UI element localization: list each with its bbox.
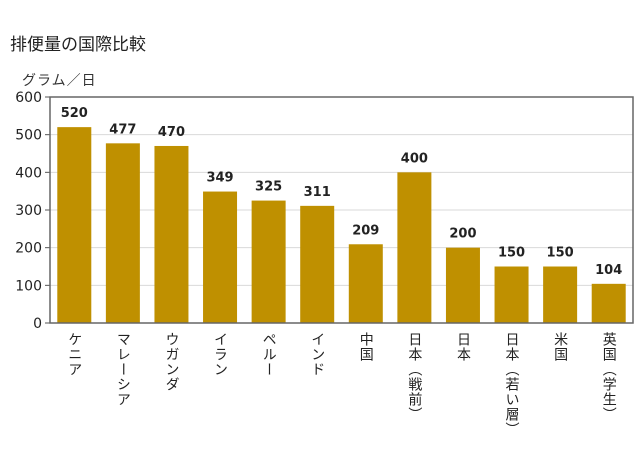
y-tick-label: 300 <box>15 203 42 219</box>
data-label: 520 <box>61 106 88 121</box>
bar <box>494 266 529 323</box>
x-tick-label: 中国 <box>357 332 374 362</box>
data-label: 477 <box>109 122 136 137</box>
bar <box>57 127 92 323</box>
bar <box>543 266 578 323</box>
x-tick-label: 米国 <box>552 332 569 362</box>
data-label: 150 <box>547 246 574 261</box>
bar <box>300 205 335 323</box>
y-tick-label: 0 <box>33 316 42 332</box>
plot-frame <box>49 96 634 324</box>
x-tick-label: ペルー <box>260 332 277 377</box>
y-tick-label: 400 <box>15 165 42 181</box>
x-tick-label: 日本（若い層） <box>503 332 520 437</box>
data-label: 325 <box>255 180 282 195</box>
data-label: 200 <box>449 227 476 242</box>
x-tick-label: 日本 <box>454 332 471 362</box>
bar <box>591 283 626 323</box>
bar <box>251 200 286 323</box>
y-tick-label: 600 <box>15 90 42 106</box>
data-label: 209 <box>352 223 379 238</box>
bar <box>445 247 480 323</box>
x-tick-label: 英国（学生） <box>600 332 617 422</box>
x-tick-label: マレーシア <box>114 332 131 407</box>
bar <box>397 172 432 323</box>
data-label: 150 <box>498 246 525 261</box>
data-label: 470 <box>158 125 185 140</box>
data-label: 400 <box>401 151 428 166</box>
data-label: 104 <box>595 263 622 278</box>
bar <box>203 191 238 323</box>
x-tick-label: インド <box>309 332 326 377</box>
y-tick-label: 100 <box>15 278 42 294</box>
bar <box>348 244 383 323</box>
bar <box>154 145 189 323</box>
y-tick-label: 200 <box>15 241 42 257</box>
x-tick-label: 日本（戦前） <box>406 332 423 422</box>
y-tick-label: 500 <box>15 128 42 144</box>
chart-title: 排便量の国際比較 <box>10 35 146 55</box>
y-axis-label: グラム／日 <box>22 73 97 89</box>
bar <box>105 143 140 323</box>
x-tick-label: ウガンダ <box>163 332 180 392</box>
data-label: 349 <box>206 171 233 186</box>
x-tick-label: ケニア <box>66 332 83 377</box>
x-tick-label: イラン <box>212 332 229 377</box>
data-label: 311 <box>304 185 331 200</box>
